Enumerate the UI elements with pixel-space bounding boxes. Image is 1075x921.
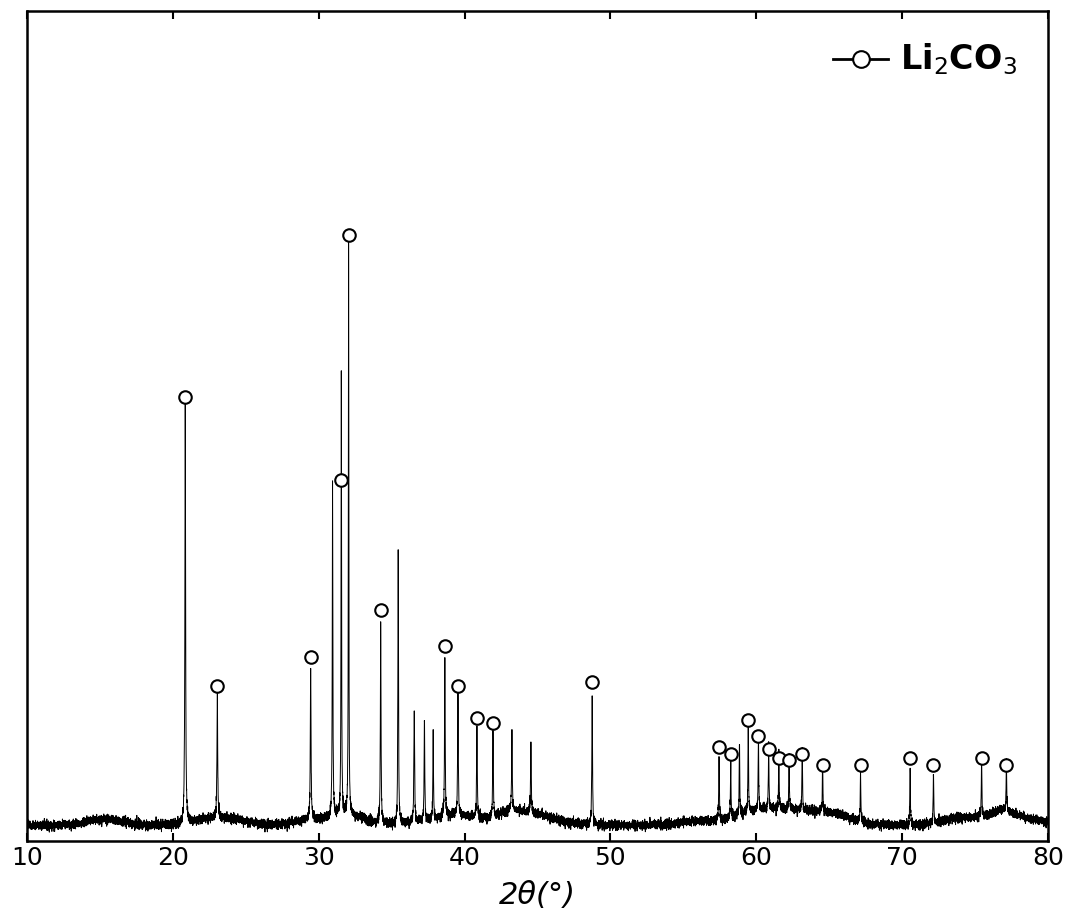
Legend: Li$_2$CO$_3$: Li$_2$CO$_3$ (818, 27, 1033, 93)
X-axis label: 2θ(°): 2θ(°) (499, 880, 576, 910)
